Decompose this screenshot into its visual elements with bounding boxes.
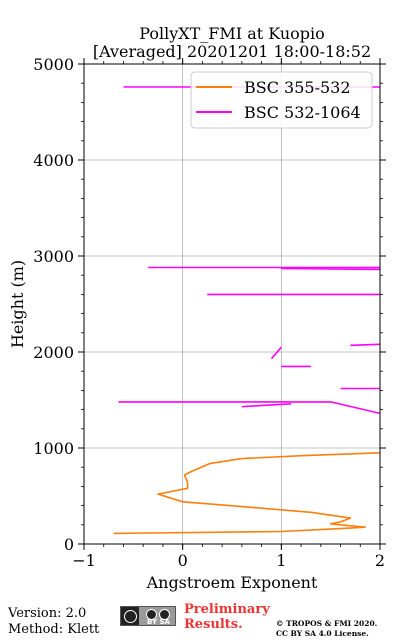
chart-title: PollyXT_FMI at Kuopio (139, 24, 325, 43)
y-tick-label: 2000 (33, 343, 74, 362)
x-tick-label: 2 (375, 551, 385, 570)
cc-badge-text: BY SA (147, 618, 170, 626)
preliminary-line-2: Results. (184, 617, 243, 632)
legend-label-bsc-355-532: BSC 355-532 (244, 78, 351, 97)
by-icon (146, 609, 157, 620)
copyright-line-2: CC BY SA 4.0 License. (276, 629, 369, 638)
method-text: Method: Klett (8, 622, 100, 637)
version-text: Version: 2.0 (8, 606, 87, 621)
cc-circle-icon (124, 610, 137, 623)
series-line-bsc-532-1064 (350, 343, 381, 347)
axes-frame (83, 63, 381, 545)
cc-license-badge: BY SA (120, 606, 176, 626)
y-axis-label: Height (m) (8, 260, 27, 348)
series-line-bsc-532-1064 (118, 401, 381, 415)
preliminary-line-1: Preliminary (184, 602, 270, 617)
x-axis-label: Angstroem Exponent (146, 573, 318, 592)
legend-box (190, 71, 373, 129)
legend-label-bsc-532-1064: BSC 532-1064 (244, 103, 361, 122)
copyright-line-1: © TROPOS & FMI 2020. (276, 619, 378, 628)
y-tick-label: 5000 (33, 55, 74, 74)
y-tick-label: 4000 (33, 151, 74, 170)
series-line-bsc-532-1064 (270, 346, 282, 360)
sa-icon (159, 609, 170, 620)
y-tick-label: 3000 (33, 247, 74, 266)
x-tick-label: 1 (276, 551, 286, 570)
grid-lines (83, 63, 381, 545)
series-line-bsc-355-532 (113, 452, 381, 535)
copyright-notice: © TROPOS & FMI 2020. CC BY SA 4.0 Licens… (276, 619, 377, 639)
chart-subtitle: [Averaged] 20201201 18:00-18:52 (93, 42, 371, 61)
plot-area (113, 86, 381, 535)
series-line-bsc-532-1064 (281, 267, 381, 271)
x-tick-label: 0 (178, 551, 188, 570)
x-tick-label: −1 (72, 551, 96, 570)
preliminary-results-notice: Preliminary Results. (184, 602, 270, 632)
series-line-bsc-532-1064 (241, 403, 292, 408)
y-tick-label: 0 (64, 535, 74, 554)
legend: BSC 355-532 BSC 532-1064 (190, 71, 373, 129)
y-tick-label: 1000 (33, 439, 74, 458)
